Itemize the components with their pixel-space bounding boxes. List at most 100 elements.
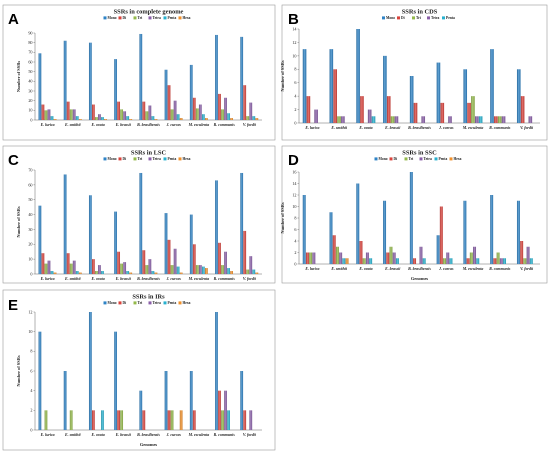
panel-e: E SSRs in IRs Mono Di Tri Tetra Penta Hexa 0 2 4 6 8… xyxy=(2,289,276,451)
legend-label: Penta xyxy=(439,157,448,161)
bar-di xyxy=(117,251,121,274)
bar-hexa xyxy=(154,272,158,274)
bar-hexa xyxy=(53,272,57,274)
bar-tetra xyxy=(198,265,202,274)
bar-di xyxy=(243,410,247,430)
bar-mono xyxy=(240,36,244,120)
bar-tetra xyxy=(341,116,345,123)
legend-swatch xyxy=(178,16,182,20)
x-tick-label: M. esculenta xyxy=(188,433,210,437)
bar-penta xyxy=(227,113,230,120)
x-tick-label: E. lurica xyxy=(304,126,319,130)
x-tick-label: B. brasiliensis xyxy=(136,123,160,127)
x-tick-label: V. fordii xyxy=(243,123,257,127)
bar-tri xyxy=(497,116,502,123)
bar-tetra xyxy=(312,252,316,264)
bar-penta xyxy=(50,271,54,274)
bar-di xyxy=(218,390,221,430)
bar-mono xyxy=(463,200,467,264)
bar-di xyxy=(167,85,171,120)
bar-tri xyxy=(221,410,224,430)
legend-swatch xyxy=(118,301,122,305)
x-tick-label: R. communis xyxy=(489,267,511,271)
panel-d-letter: D xyxy=(288,152,299,169)
bar-di xyxy=(494,116,498,123)
bar-di xyxy=(493,258,497,264)
bar-mono xyxy=(164,213,168,274)
bar-mono xyxy=(114,331,117,430)
panel-a-y-axis-label: Number of SSRs xyxy=(16,61,21,92)
y-tick-label: 4 xyxy=(294,238,297,243)
bar-di xyxy=(167,410,171,430)
panel-d: D SSRs in SSC Mono Di Tri Tetra Penta Hexa 0 2 4 6 8… xyxy=(280,145,548,284)
panel-b-letter: B xyxy=(288,11,299,28)
bar-tetra xyxy=(365,252,369,264)
bar-mono xyxy=(114,211,117,274)
panel-d-y-axis-label: Number of SSRs xyxy=(280,202,285,233)
y-tick-label: 14 xyxy=(292,26,297,31)
bar-tetra xyxy=(47,260,51,274)
bar-mono xyxy=(38,53,42,120)
legend-item-hexa: Hexa xyxy=(178,16,191,20)
panel-e-y-axis-label: Number of SSRs xyxy=(16,355,21,386)
x-tick-label: J. curcas xyxy=(439,267,454,271)
legend-item-mono: Mono xyxy=(103,16,117,20)
y-tick-label: 90 xyxy=(28,30,32,35)
x-tick-label: E. smithii xyxy=(64,123,81,127)
bar-tri xyxy=(170,109,174,120)
bar-mono xyxy=(383,200,387,264)
bar-tetra xyxy=(501,116,506,123)
legend-label: Mono xyxy=(108,157,117,161)
bar-tri xyxy=(120,410,124,430)
bar-di xyxy=(333,69,337,123)
bar-mono xyxy=(189,371,193,430)
bar-di xyxy=(332,235,336,264)
bar-tetra xyxy=(198,104,202,120)
legend-item-penta: Penta xyxy=(442,16,455,20)
legend-swatch xyxy=(427,16,430,20)
y-tick-label: 0 xyxy=(294,120,296,125)
x-tick-label: E. lurica xyxy=(304,267,319,271)
bar-di xyxy=(359,241,363,264)
panel-e-title: SSRs in IRs xyxy=(132,294,165,301)
x-tick-label: E. lurica xyxy=(40,433,55,437)
x-tick-label: E. smithii xyxy=(330,126,347,130)
x-tick-label: V. fordii xyxy=(520,267,534,271)
bar-di xyxy=(167,239,171,274)
legend-swatch xyxy=(412,16,415,20)
bar-di xyxy=(467,102,471,123)
bar-di xyxy=(440,102,445,123)
x-tick-label: E. ovata xyxy=(90,123,104,127)
legend-label: Mono xyxy=(386,16,395,20)
bar-hexa xyxy=(345,258,349,264)
bar-tetra xyxy=(123,111,127,120)
legend-swatch xyxy=(442,16,445,20)
y-tick-label: 60 xyxy=(28,59,32,64)
bar-mono xyxy=(383,55,387,123)
legend-item-mono: Mono xyxy=(103,157,117,161)
bar-penta xyxy=(75,116,79,120)
bar-tetra xyxy=(224,390,227,430)
panel-e-frame xyxy=(2,289,276,451)
x-tick-label: E. smithii xyxy=(330,267,347,271)
y-tick-label: 8 xyxy=(294,67,296,72)
bar-mono xyxy=(240,172,244,274)
bar-hexa xyxy=(230,118,233,120)
bar-tetra xyxy=(421,116,426,123)
bar-tetra xyxy=(123,262,127,274)
bar-penta xyxy=(176,114,180,120)
legend-swatch xyxy=(434,157,438,161)
bar-penta xyxy=(50,116,54,120)
bar-hexa xyxy=(179,410,183,430)
bar-penta xyxy=(176,266,180,274)
bar-penta xyxy=(529,258,533,264)
bar-mono xyxy=(215,34,218,120)
legend-swatch xyxy=(163,301,167,305)
legend-swatch xyxy=(382,16,385,20)
x-tick-label: E. brassii xyxy=(384,126,401,130)
bar-di xyxy=(360,96,364,123)
y-tick-label: 2 xyxy=(294,250,296,255)
legend-label: Tri xyxy=(138,301,143,305)
legend-swatch xyxy=(133,301,137,305)
bar-hexa xyxy=(129,119,133,120)
